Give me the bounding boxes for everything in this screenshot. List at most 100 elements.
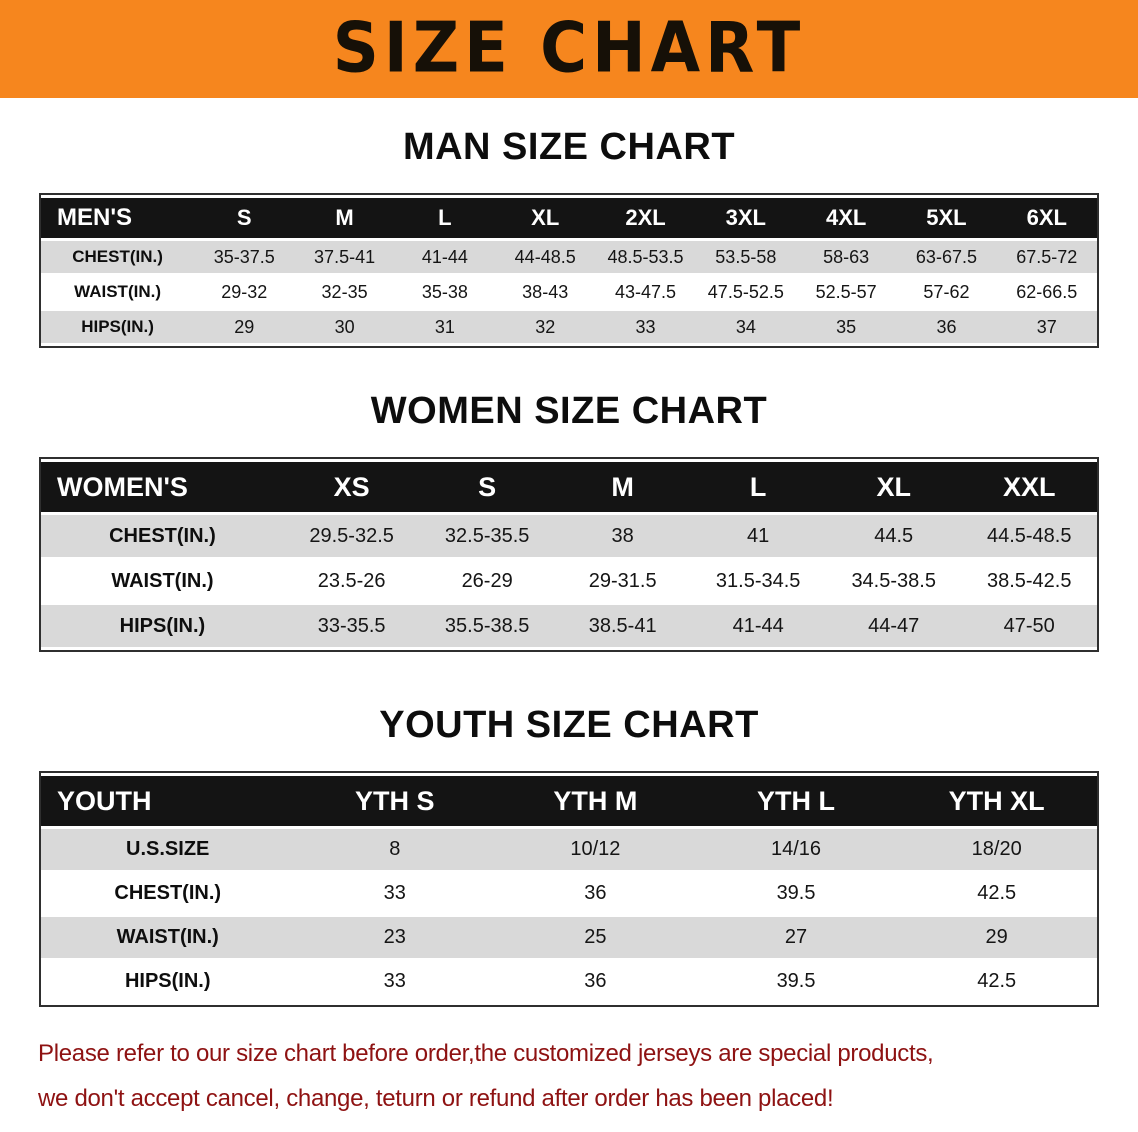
men-size-table: MEN'S S M L XL 2XL 3XL 4XL 5XL 6XL CHEST(IN.) 35-37… [41, 195, 1097, 346]
youth-size-table: YOUTH YTH S YTH M YTH L YTH XL U.S.SIZE 8 10/12… [41, 773, 1097, 1005]
size-value: 43-47.5 [595, 276, 696, 308]
women-size-table: WOMEN'S XS S M L XL XXL CHEST(IN.) 29.5-32.5 32.5… [41, 459, 1097, 650]
size-value: 31 [394, 311, 496, 343]
size-value: 58-63 [795, 241, 897, 273]
youth-section-title: YOUTH SIZE CHART [379, 704, 759, 746]
size-value: 36 [896, 311, 997, 343]
size-value: 33 [294, 961, 496, 1002]
size-value: 14/16 [695, 829, 897, 870]
size-value: 33-35.5 [283, 605, 420, 647]
size-column-header: YTH S [294, 776, 496, 826]
size-column-header: XL [495, 198, 596, 238]
measurement-row: CHEST(IN.) 33 36 39.5 42.5 [41, 873, 1097, 914]
size-value: 10/12 [495, 829, 696, 870]
measurement-row: WAIST(IN.) 23.5-26 26-29 29-31.5 31.5-34.5 34… [41, 560, 1097, 602]
size-value: 23.5-26 [283, 560, 420, 602]
size-value: 33 [595, 311, 696, 343]
size-value: 67.5-72 [996, 241, 1097, 273]
size-column-header: S [194, 198, 295, 238]
size-value: 39.5 [695, 961, 897, 1002]
size-value: 47-50 [961, 605, 1097, 647]
size-value: 38-43 [495, 276, 596, 308]
size-value: 44.5 [825, 515, 962, 557]
size-value: 44.5-48.5 [961, 515, 1097, 557]
size-column-header: 6XL [996, 198, 1097, 238]
size-value: 23 [294, 917, 496, 958]
measurement-row: U.S.SIZE 8 10/12 14/16 18/20 [41, 829, 1097, 870]
measurement-row: HIPS(IN.) 33 36 39.5 42.5 [41, 961, 1097, 1002]
man-size-chart-section: MAN SIZE CHART MEN'S S M L XL 2XL 3XL 4XL 5XL 6XL… [0, 126, 1138, 348]
size-value: 29 [896, 917, 1097, 958]
size-value: 53.5-58 [695, 241, 796, 273]
row-label: CHEST(IN.) [41, 515, 284, 557]
size-value: 32.5-35.5 [419, 515, 555, 557]
size-value: 41-44 [690, 605, 826, 647]
size-value: 25 [495, 917, 696, 958]
size-value: 44-48.5 [495, 241, 596, 273]
women-section-title: WOMEN SIZE CHART [370, 390, 768, 432]
size-value: 38 [554, 515, 691, 557]
row-label: CHEST(IN.) [41, 241, 195, 273]
size-value: 29-31.5 [554, 560, 691, 602]
size-value: 37 [996, 311, 1097, 343]
size-column-header: L [394, 198, 496, 238]
size-column-header: XL [825, 462, 962, 512]
row-label: HIPS(IN.) [41, 605, 284, 647]
size-value: 37.5-41 [294, 241, 395, 273]
table-title-cell: WOMEN'S [41, 462, 284, 512]
size-value: 35-37.5 [194, 241, 295, 273]
row-label: WAIST(IN.) [41, 276, 195, 308]
table-header-row: MEN'S S M L XL 2XL 3XL 4XL 5XL 6XL [41, 198, 1097, 238]
size-value: 18/20 [896, 829, 1097, 870]
size-value: 39.5 [695, 873, 897, 914]
size-column-header: S [419, 462, 555, 512]
row-label: HIPS(IN.) [41, 311, 195, 343]
size-value: 29 [194, 311, 295, 343]
table-title-cell: YOUTH [41, 776, 295, 826]
table-title-cell: MEN'S [41, 198, 195, 238]
size-value: 33 [294, 873, 496, 914]
size-value: 35.5-38.5 [419, 605, 555, 647]
size-value: 29.5-32.5 [283, 515, 420, 557]
size-value: 36 [495, 873, 696, 914]
size-chart-banner: SIZE CHART [0, 0, 1138, 98]
size-column-header: M [294, 198, 395, 238]
size-value: 42.5 [896, 961, 1097, 1002]
youth-size-table-wrap: YOUTH YTH S YTH M YTH L YTH XL U.S.SIZE 8 10/12… [39, 771, 1099, 1007]
size-value: 32-35 [294, 276, 395, 308]
size-column-header: YTH L [695, 776, 897, 826]
size-value: 44-47 [825, 605, 962, 647]
disclaimer: Please refer to our size chart before or… [38, 1037, 1100, 1117]
size-value: 63-67.5 [896, 241, 997, 273]
measurement-row: HIPS(IN.) 29 30 31 32 33 34 35 36 37 [41, 311, 1097, 343]
size-column-header: YTH XL [896, 776, 1097, 826]
women-size-table-wrap: WOMEN'S XS S M L XL XXL CHEST(IN.) 29.5-32.5 32.5… [39, 457, 1099, 652]
man-section-title: MAN SIZE CHART [402, 126, 736, 168]
size-value: 30 [294, 311, 395, 343]
size-value: 31.5-34.5 [690, 560, 826, 602]
row-label: CHEST(IN.) [41, 873, 295, 914]
size-column-header: M [554, 462, 691, 512]
size-column-header: YTH M [495, 776, 696, 826]
size-column-header: 4XL [795, 198, 897, 238]
size-value: 32 [495, 311, 596, 343]
size-value: 35 [795, 311, 897, 343]
size-value: 35-38 [394, 276, 496, 308]
row-label: WAIST(IN.) [41, 560, 284, 602]
youth-size-chart-section: YOUTH SIZE CHART YOUTH YTH S YTH M YTH L YTH… [0, 704, 1138, 1007]
size-value: 52.5-57 [795, 276, 897, 308]
size-column-header: 3XL [695, 198, 796, 238]
size-value: 41 [690, 515, 826, 557]
size-value: 42.5 [896, 873, 1097, 914]
measurement-row: CHEST(IN.) 29.5-32.5 32.5-35.5 38 41 44.5 44.5… [41, 515, 1097, 557]
disclaimer-line-1: Please refer to our size chart before or… [38, 1040, 934, 1067]
measurement-row: CHEST(IN.) 35-37.5 37.5-41 41-44 44-48.5 48.5… [41, 241, 1097, 273]
table-header-row: YOUTH YTH S YTH M YTH L YTH XL [41, 776, 1097, 826]
row-label: WAIST(IN.) [41, 917, 295, 958]
measurement-row: HIPS(IN.) 33-35.5 35.5-38.5 38.5-41 41-44 44-… [41, 605, 1097, 647]
size-value: 62-66.5 [996, 276, 1097, 308]
size-value: 57-62 [896, 276, 997, 308]
size-value: 38.5-42.5 [961, 560, 1097, 602]
women-size-chart-section: WOMEN SIZE CHART WOMEN'S XS S M L XL XXL CHEST(… [0, 390, 1138, 652]
